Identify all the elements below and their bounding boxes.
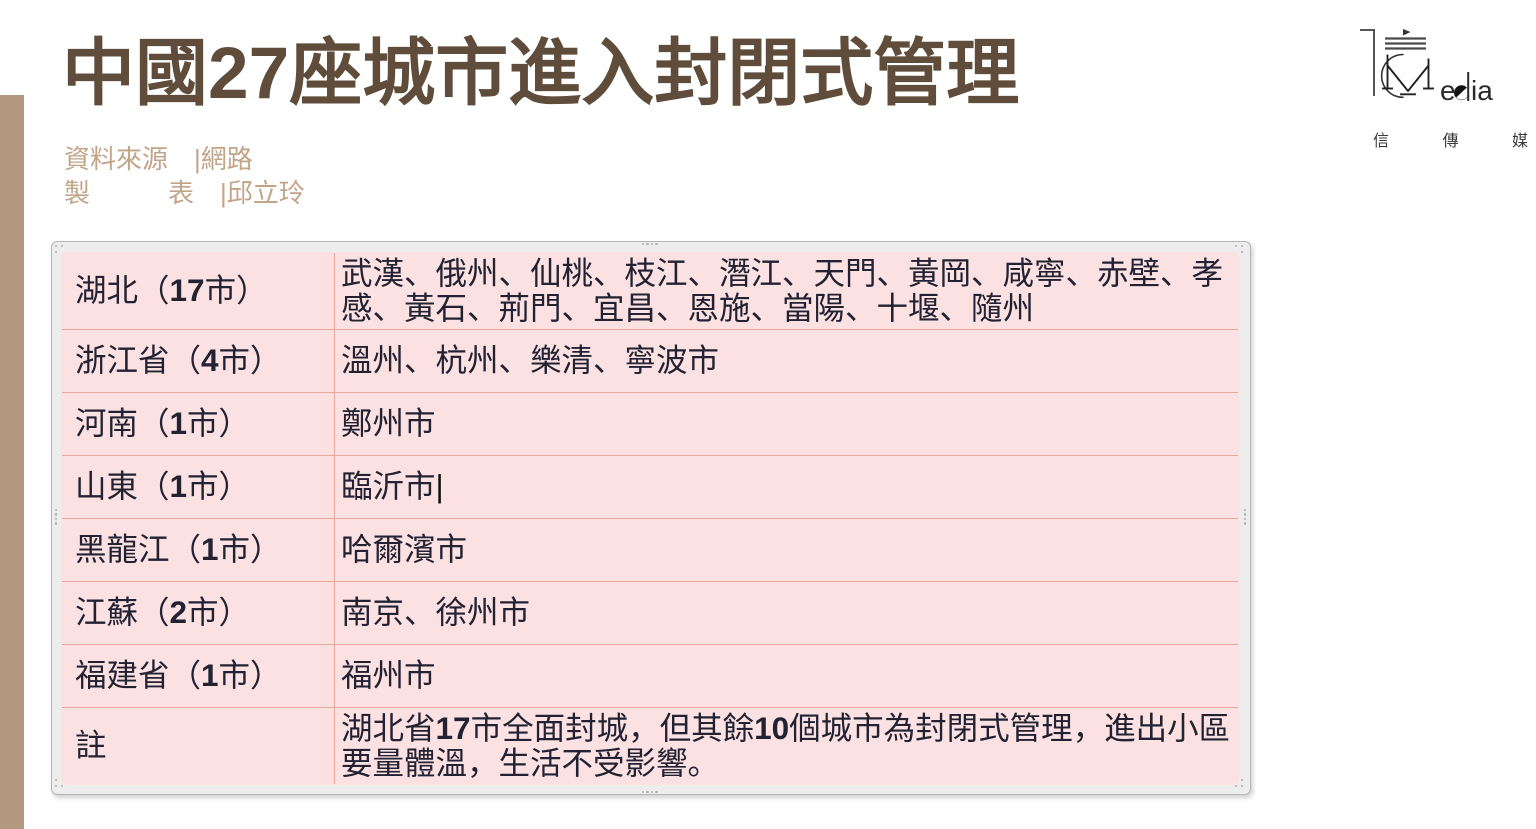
svg-text:ia: ia: [1471, 75, 1493, 106]
svg-text:e: e: [1440, 75, 1456, 106]
